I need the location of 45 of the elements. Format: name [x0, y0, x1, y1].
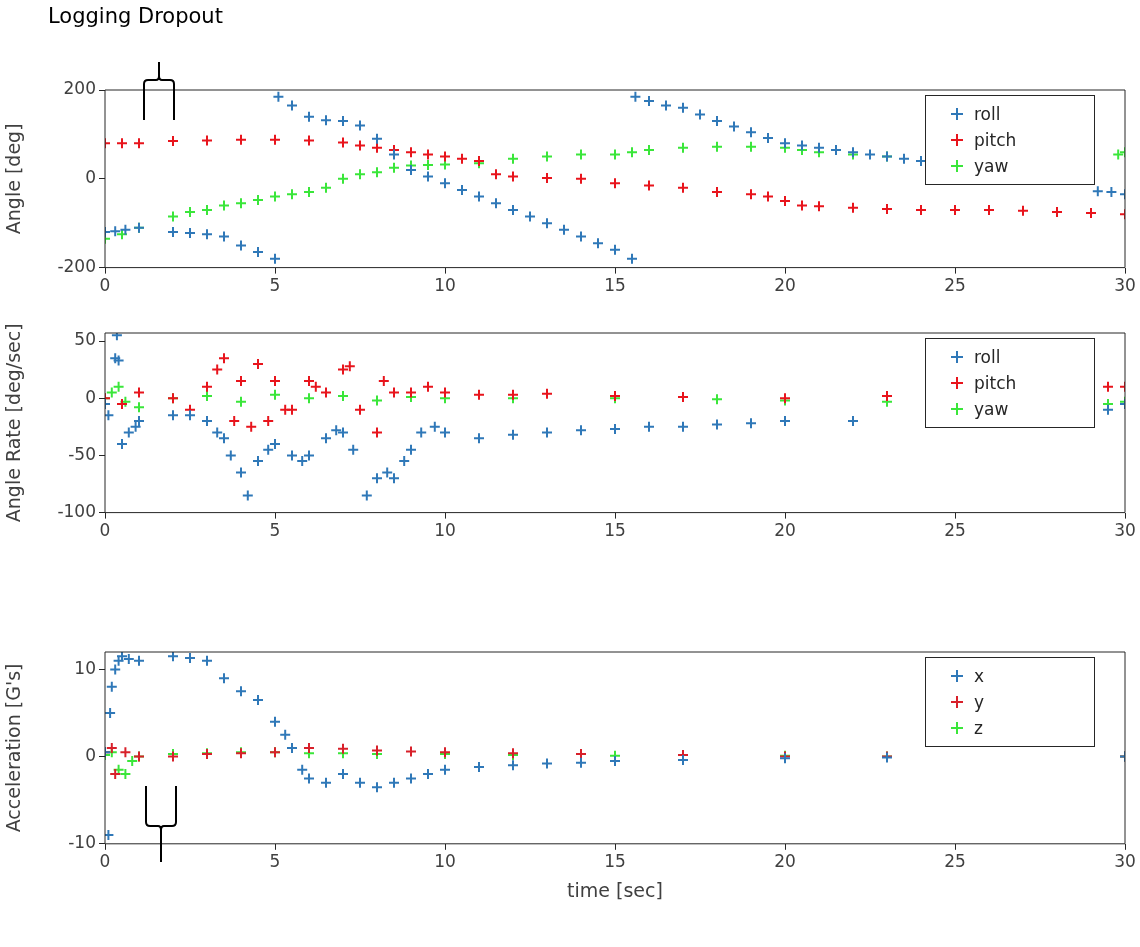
y-tick-label: 10	[74, 657, 96, 678]
x-tick-label: 0	[99, 275, 111, 296]
x-tick-label: 15	[604, 275, 626, 296]
y-axis-title: Angle [deg]	[2, 123, 25, 235]
legend-label: yaw	[974, 156, 1009, 176]
x-tick-label: 25	[944, 275, 966, 296]
legend-label: y	[974, 692, 985, 712]
legend-label: yaw	[974, 399, 1009, 419]
y-tick-label: 200	[63, 78, 96, 99]
x-tick-label: 20	[774, 851, 796, 872]
x-tick-label: 10	[434, 520, 456, 541]
x-tick-label: 0	[99, 851, 111, 872]
y-tick-label: -10	[68, 832, 96, 853]
y-tick-label: -100	[57, 501, 96, 522]
y-tick-label: 50	[74, 329, 96, 350]
x-tick-label: 25	[944, 851, 966, 872]
y-tick-label: 0	[85, 745, 96, 766]
y-tick-label: -200	[57, 256, 96, 277]
x-tick-label: 5	[269, 851, 281, 872]
legend-label: roll	[974, 104, 1001, 124]
y-axis-title: Acceleration [G's]	[2, 663, 25, 833]
legend-label: pitch	[974, 373, 1017, 393]
x-tick-label: 30	[1114, 851, 1136, 872]
x-tick-label: 15	[604, 851, 626, 872]
legend-label: pitch	[974, 130, 1017, 150]
x-tick-label: 30	[1114, 275, 1136, 296]
y-tick-label: -50	[68, 443, 96, 464]
x-tick-label: 10	[434, 851, 456, 872]
x-tick-label: 5	[269, 520, 281, 541]
x-tick-label: 30	[1114, 520, 1136, 541]
legend-label: z	[974, 718, 983, 738]
x-tick-label: 25	[944, 520, 966, 541]
legend-label: roll	[974, 347, 1001, 367]
x-tick-label: 15	[604, 520, 626, 541]
x-tick-label: 20	[774, 520, 796, 541]
x-axis-title: time [sec]	[567, 878, 663, 901]
x-tick-label: 20	[774, 275, 796, 296]
text: Logging Dropout	[48, 4, 223, 28]
x-tick-label: 10	[434, 275, 456, 296]
y-tick-label: 0	[85, 167, 96, 188]
x-tick-label: 5	[269, 275, 281, 296]
legend-label: x	[974, 666, 985, 686]
x-tick-label: 0	[99, 520, 111, 541]
y-tick-label: 0	[85, 386, 96, 407]
y-axis-title: Angle Rate [deg/sec]	[2, 323, 25, 523]
